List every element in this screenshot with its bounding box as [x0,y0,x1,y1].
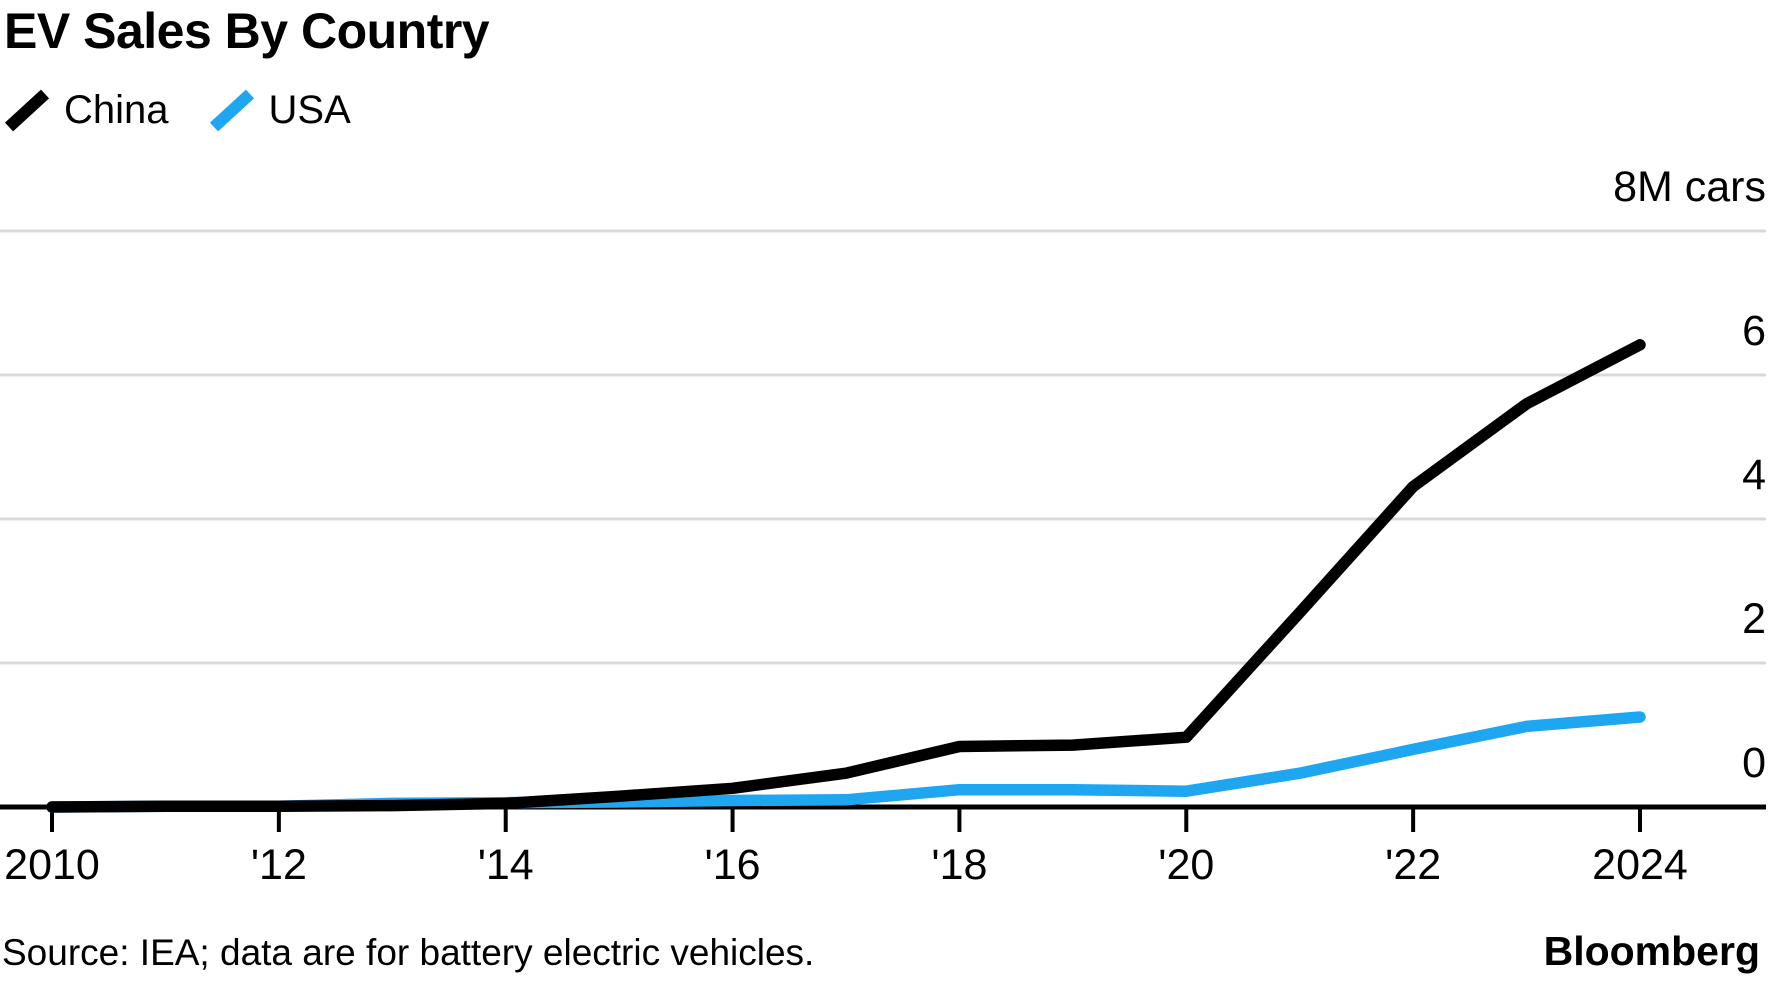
legend-line-swatch-icon [209,89,254,132]
legend-label: USA [268,88,351,132]
chart-title: EV Sales By Country [4,3,490,59]
x-tick-label-2022: '22 [1385,841,1441,889]
bloomberg-logo: Bloomberg [1543,928,1760,974]
y-tick-label-8: 8M cars [1613,163,1766,211]
legend-line-swatch-icon [4,89,50,132]
x-tick-label-2020: '20 [1158,841,1214,889]
series-line-china [46,339,1646,813]
legend-item-china: China [4,88,169,132]
x-tick-label-2018: '18 [931,841,987,889]
legend-label: China [64,88,169,132]
x-tick-label-2014: '14 [478,841,534,889]
series-line-usa [46,711,1646,813]
legend-item-usa: USA [209,88,351,132]
source-note: Source: IEA; data are for battery electr… [2,932,815,973]
x-tick-label-2012: '12 [251,841,307,889]
x-tick-label-2024: 2024 [1592,841,1688,889]
y-tick-label-6: 6 [1742,307,1766,355]
y-tick-label-2: 2 [1742,595,1766,643]
y-tick-label-0: 0 [1742,739,1766,787]
x-tick-label-2010: 2010 [4,841,100,889]
x-tick-label-2016: '16 [705,841,761,889]
y-tick-label-4: 4 [1742,451,1766,499]
chart-legend: China USA [4,88,351,132]
